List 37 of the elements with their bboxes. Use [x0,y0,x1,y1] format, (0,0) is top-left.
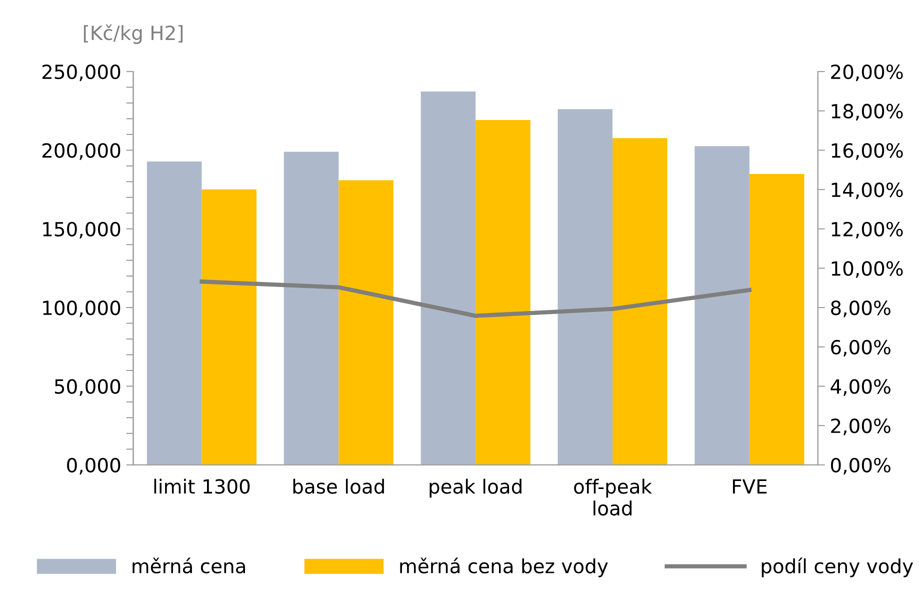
y2-tick-label: 6,00% [831,340,890,357]
bar [694,146,750,465]
x-tick-label: peak load [430,478,522,498]
y2-tick-label: 16,00% [832,143,903,160]
y2-tick-label: 4,00% [830,379,890,396]
x-tick-label: off-peak load [574,478,652,516]
bar [420,92,476,465]
legend-label: podíl ceny vody [762,558,914,578]
bar [612,138,668,465]
y2-tick-label: 10,00% [832,261,903,278]
y2-tick-label: 14,00% [832,182,903,200]
legend-label: měrná cena bez vody [400,558,608,578]
y2-tick-label: 18,00% [832,104,903,121]
y2-tick-label: 8,00% [831,300,890,318]
x-tick-label: limit 1300 [154,478,250,494]
bar [558,109,613,465]
y2-tick-label: 2,00% [831,418,890,436]
bar [284,152,339,465]
y-tick-label: 200,000 [42,143,120,160]
y-tick-label: 50,000 [54,379,120,396]
x-tick-label: FVE [732,479,767,494]
x-tick-label: base load [293,478,384,494]
y-tick-label: 250,000 [42,64,120,82]
bar [202,189,256,465]
bar [749,174,804,465]
y2-tick-label: 0,00% [831,458,890,475]
bar [338,180,394,465]
y2-tick-label: 20,00% [831,64,903,82]
y-tick-label: 150,000 [43,222,120,239]
y-tick-label: 100,000 [43,300,120,318]
bar [146,162,202,465]
y2-tick-label: 12,00% [832,222,903,239]
y-tick-label: 0,000 [67,458,120,475]
y-axis-title: [Kč/kg H2] [84,24,183,44]
line-series [200,279,752,318]
bar [476,120,530,465]
legend-label: měrná cena [132,558,246,574]
